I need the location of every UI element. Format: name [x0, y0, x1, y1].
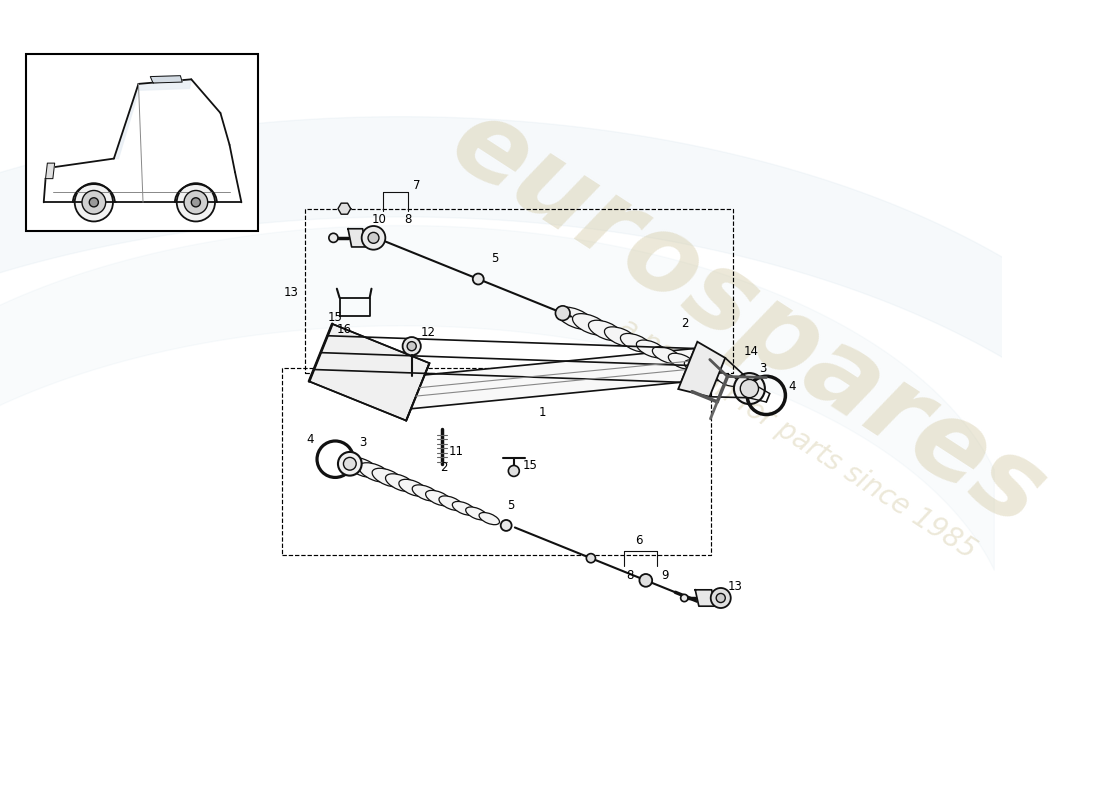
Polygon shape	[695, 590, 715, 606]
Circle shape	[681, 594, 688, 602]
Text: 9: 9	[661, 569, 669, 582]
Text: 3: 3	[759, 362, 767, 375]
Ellipse shape	[439, 496, 463, 510]
Ellipse shape	[701, 366, 724, 381]
Circle shape	[75, 183, 113, 222]
Ellipse shape	[412, 485, 440, 501]
Circle shape	[500, 520, 512, 531]
Ellipse shape	[557, 307, 594, 330]
Ellipse shape	[359, 462, 392, 482]
Ellipse shape	[669, 354, 695, 370]
Ellipse shape	[620, 334, 652, 352]
Ellipse shape	[652, 346, 681, 364]
Text: 14: 14	[744, 345, 759, 358]
Text: 16: 16	[337, 323, 352, 336]
Circle shape	[403, 337, 421, 355]
Polygon shape	[151, 76, 183, 83]
Circle shape	[740, 379, 759, 398]
Circle shape	[586, 554, 595, 562]
Text: 1: 1	[538, 406, 546, 419]
Circle shape	[338, 452, 362, 476]
Text: eurospares: eurospares	[431, 87, 1064, 549]
Text: 10: 10	[372, 213, 386, 226]
Ellipse shape	[372, 468, 404, 487]
Circle shape	[711, 588, 730, 608]
Polygon shape	[348, 229, 366, 247]
Circle shape	[82, 190, 106, 214]
Text: 13: 13	[728, 580, 743, 593]
Polygon shape	[411, 349, 694, 409]
Ellipse shape	[588, 320, 623, 341]
Circle shape	[368, 232, 379, 243]
Ellipse shape	[399, 479, 428, 497]
Circle shape	[407, 342, 416, 350]
Ellipse shape	[684, 360, 710, 375]
Text: 8: 8	[626, 569, 634, 582]
Circle shape	[184, 190, 208, 214]
Circle shape	[177, 183, 214, 222]
Polygon shape	[114, 84, 139, 158]
Text: 3: 3	[359, 436, 366, 450]
Text: a passion for parts since 1985: a passion for parts since 1985	[614, 312, 981, 564]
Circle shape	[343, 458, 356, 470]
Ellipse shape	[345, 457, 379, 478]
Ellipse shape	[716, 373, 738, 386]
Text: 2: 2	[440, 461, 448, 474]
Ellipse shape	[452, 502, 475, 515]
Polygon shape	[139, 79, 191, 90]
Text: 5: 5	[491, 253, 498, 266]
Text: 4: 4	[306, 433, 313, 446]
Circle shape	[473, 274, 484, 285]
Text: 15: 15	[328, 311, 342, 324]
Polygon shape	[45, 163, 55, 178]
Ellipse shape	[480, 513, 499, 525]
Circle shape	[89, 198, 98, 207]
Circle shape	[639, 574, 652, 586]
Text: 11: 11	[449, 445, 464, 458]
Ellipse shape	[465, 507, 487, 520]
Ellipse shape	[426, 490, 452, 506]
Ellipse shape	[604, 327, 638, 346]
Circle shape	[716, 594, 725, 602]
Circle shape	[734, 373, 764, 404]
Text: 7: 7	[414, 178, 421, 191]
Ellipse shape	[637, 340, 667, 358]
Text: 15: 15	[522, 459, 538, 472]
FancyBboxPatch shape	[25, 54, 257, 231]
Ellipse shape	[572, 314, 608, 335]
Text: 8: 8	[405, 213, 411, 226]
Text: 5: 5	[507, 499, 515, 512]
Polygon shape	[309, 324, 429, 421]
Text: 13: 13	[284, 286, 299, 299]
Circle shape	[329, 234, 338, 242]
Text: 4: 4	[788, 380, 795, 393]
Circle shape	[191, 198, 200, 207]
Ellipse shape	[385, 474, 416, 492]
Polygon shape	[679, 342, 725, 397]
Text: 2: 2	[681, 317, 689, 330]
Circle shape	[556, 306, 570, 321]
Circle shape	[362, 226, 385, 250]
Text: 6: 6	[636, 534, 642, 547]
Text: 12: 12	[420, 326, 436, 339]
Circle shape	[508, 466, 519, 477]
Polygon shape	[338, 203, 351, 214]
